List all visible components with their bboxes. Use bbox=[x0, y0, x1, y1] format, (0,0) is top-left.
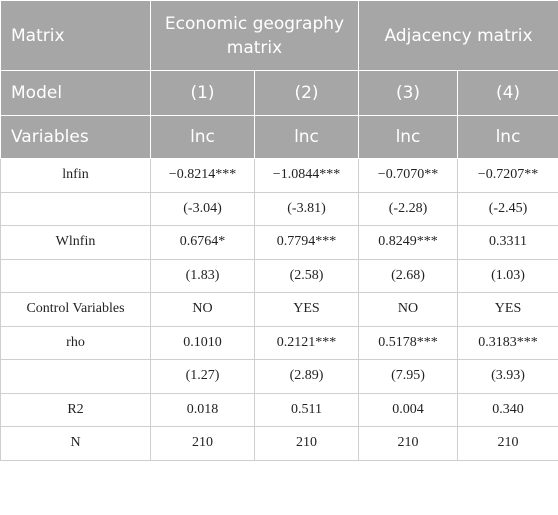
model-number: (1) bbox=[150, 70, 255, 116]
model-label: Model bbox=[0, 70, 151, 116]
table-row: (1.27) (2.89) (7.95) (3.93) bbox=[0, 359, 558, 394]
table-cell: 210 bbox=[254, 426, 359, 461]
row-label: rho bbox=[0, 325, 151, 360]
table-body: lnfin −0.8214*** −1.0844*** −0.7070** −0.720… bbox=[0, 158, 558, 461]
table-row: R2 0.018 0.511 0.004 0.340 bbox=[0, 392, 558, 427]
table-cell: 0.511 bbox=[254, 392, 359, 427]
table-cell: YES bbox=[456, 292, 558, 327]
table-row: Wlnfin 0.6764* 0.7794*** 0.8249*** 0.3311 bbox=[0, 225, 558, 260]
table-cell: 0.8249*** bbox=[358, 225, 458, 260]
table-cell: 0.340 bbox=[456, 392, 558, 427]
table-cell: (-2.28) bbox=[358, 191, 458, 226]
table-cell: (1.27) bbox=[150, 359, 255, 394]
table-cell: YES bbox=[254, 292, 359, 327]
dependent-variable: lnc bbox=[358, 115, 458, 159]
table-cell: (2.68) bbox=[358, 258, 458, 293]
table-cell: −1.0844*** bbox=[254, 158, 359, 193]
table-cell: 0.7794*** bbox=[254, 225, 359, 260]
header-row-model: Model (1) (2) (3) (4) bbox=[0, 70, 558, 116]
table-cell: (7.95) bbox=[358, 359, 458, 394]
model-number: (4) bbox=[456, 70, 558, 116]
row-label bbox=[0, 359, 151, 394]
row-label: Wlnfin bbox=[0, 225, 151, 260]
row-label bbox=[0, 258, 151, 293]
header-row-variables: Variables lnc lnc lnc lnc bbox=[0, 115, 558, 159]
table-cell: (-2.45) bbox=[456, 191, 558, 226]
row-label: N bbox=[0, 426, 151, 461]
table-cell: −0.7070** bbox=[358, 158, 458, 193]
table-cell: −0.7207** bbox=[456, 158, 558, 193]
variables-label: Variables bbox=[0, 115, 151, 159]
table-row: lnfin −0.8214*** −1.0844*** −0.7070** −0.720… bbox=[0, 158, 558, 193]
table-row: (1.83) (2.58) (2.68) (1.03) bbox=[0, 258, 558, 293]
table-cell: (1.83) bbox=[150, 258, 255, 293]
row-label: R2 bbox=[0, 392, 151, 427]
table-cell: NO bbox=[358, 292, 458, 327]
table-cell: (1.03) bbox=[456, 258, 558, 293]
table-cell: 0.6764* bbox=[150, 225, 255, 260]
header-row-matrix: Matrix Economic geography matrix Adjacen… bbox=[0, 0, 558, 71]
row-label: lnfin bbox=[0, 158, 151, 193]
dependent-variable: lnc bbox=[456, 115, 558, 159]
table-cell: 0.018 bbox=[150, 392, 255, 427]
matrix-label: Matrix bbox=[0, 0, 151, 71]
adjacency-matrix-header: Adjacency matrix bbox=[357, 0, 558, 71]
table-cell: (-3.04) bbox=[150, 191, 255, 226]
regression-table: Matrix Economic geography matrix Adjacen… bbox=[0, 0, 558, 461]
table-row: rho 0.1010 0.2121*** 0.5178*** 0.3183*** bbox=[0, 325, 558, 360]
table-cell: (3.93) bbox=[456, 359, 558, 394]
table-row: Control Variables NO YES NO YES bbox=[0, 292, 558, 327]
model-number: (2) bbox=[254, 70, 359, 116]
table-cell: 0.3311 bbox=[456, 225, 558, 260]
table-cell: 0.004 bbox=[358, 392, 458, 427]
model-number: (3) bbox=[358, 70, 458, 116]
table-cell: (2.89) bbox=[254, 359, 359, 394]
economic-geography-matrix-header: Economic geography matrix bbox=[150, 0, 359, 71]
table-cell: NO bbox=[150, 292, 255, 327]
table-cell: 210 bbox=[456, 426, 558, 461]
table-row: (-3.04) (-3.81) (-2.28) (-2.45) bbox=[0, 191, 558, 226]
table-header: Matrix Economic geography matrix Adjacen… bbox=[0, 0, 558, 159]
table-cell: 0.3183*** bbox=[456, 325, 558, 360]
row-label bbox=[0, 191, 151, 226]
table-cell: 0.2121*** bbox=[254, 325, 359, 360]
table-cell: 0.1010 bbox=[150, 325, 255, 360]
table-cell: 210 bbox=[358, 426, 458, 461]
dependent-variable: lnc bbox=[254, 115, 359, 159]
row-label: Control Variables bbox=[0, 292, 151, 327]
table-cell: −0.8214*** bbox=[150, 158, 255, 193]
table-cell: (2.58) bbox=[254, 258, 359, 293]
table-row: N 210 210 210 210 bbox=[0, 426, 558, 461]
table-cell: (-3.81) bbox=[254, 191, 359, 226]
table-cell: 210 bbox=[150, 426, 255, 461]
table-cell: 0.5178*** bbox=[358, 325, 458, 360]
dependent-variable: lnc bbox=[150, 115, 255, 159]
